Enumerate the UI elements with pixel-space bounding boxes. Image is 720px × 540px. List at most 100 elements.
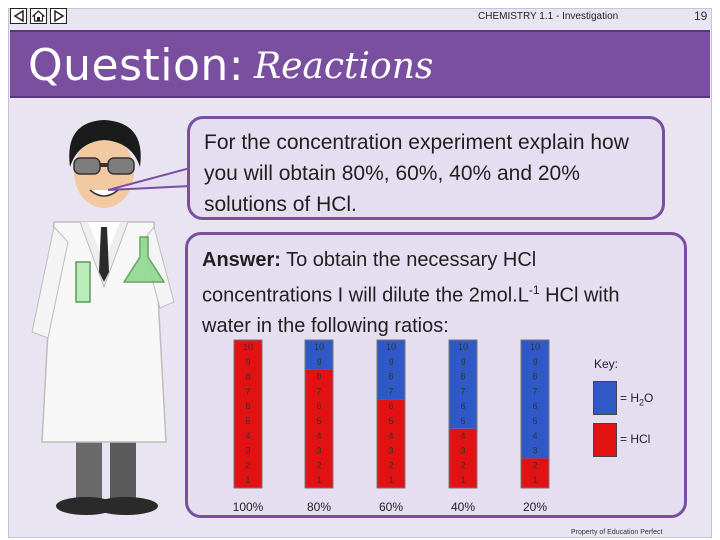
cylinder-label: 80% [307, 500, 331, 514]
cylinder-tick-label: 4 [532, 431, 537, 441]
cylinder-tick-label: 7 [388, 386, 393, 396]
cylinder-tick-label: 1 [532, 475, 537, 485]
home-button[interactable] [30, 8, 47, 24]
cylinder-tick-label: 4 [388, 431, 393, 441]
cylinder-tick-label: 1 [460, 475, 465, 485]
cylinder-tick-label: 2 [245, 460, 250, 470]
key-water-suffix: O [644, 391, 654, 405]
cylinder-tick-label: 5 [460, 416, 465, 426]
water-bar [449, 340, 477, 429]
cylinder-tick-label: 8 [388, 372, 393, 382]
cylinder-outline [376, 339, 406, 489]
answer-bubble: Answer: To obtain the necessary HCl conc… [185, 232, 687, 518]
question-bubble: For the concentration experiment explain… [187, 116, 665, 220]
cylinder-tick-label: 6 [388, 401, 393, 411]
cylinder-tick-label: 4 [316, 431, 321, 441]
cylinder-label: 40% [451, 500, 475, 514]
cylinder-tick-label: 7 [532, 386, 537, 396]
cylinder-label: 60% [379, 500, 403, 514]
cylinder-tick-label: 1 [388, 475, 393, 485]
cylinder-tick-label: 2 [460, 460, 465, 470]
answer-label: Answer: [202, 249, 281, 271]
cylinder-tick-label: 7 [460, 386, 465, 396]
cylinder-tick-label: 4 [460, 431, 465, 441]
cylinder-tick-label: 4 [245, 431, 250, 441]
key-water-swatch [593, 381, 617, 415]
cylinder-tick-label: 6 [460, 401, 465, 411]
cylinder-label: 20% [523, 500, 547, 514]
back-button[interactable] [10, 8, 27, 24]
title-banner [10, 30, 710, 98]
hcl-bar [449, 428, 477, 488]
cylinder-tick-label: 3 [532, 446, 537, 456]
water-bar [305, 340, 333, 370]
cylinder-tick-label: 5 [245, 416, 250, 426]
answer-superscript: -1 [528, 283, 540, 297]
cylinder-tick-label: 10 [458, 342, 468, 352]
cylinder-tick-label: 5 [388, 416, 393, 426]
water-bar [377, 340, 405, 400]
cylinder-tick-label: 8 [460, 372, 465, 382]
hcl-bar [377, 399, 405, 488]
key-water-sub: 2 [639, 397, 645, 408]
cylinder-tick-label: 9 [316, 357, 321, 367]
cylinder-tick-label: 8 [316, 372, 321, 382]
cylinder-tick-label: 6 [245, 401, 250, 411]
cylinder-tick-label: 3 [316, 446, 321, 456]
cylinder-outline [304, 339, 334, 489]
cylinder-tick-label: 3 [388, 446, 393, 456]
cylinder-tick-label: 1 [245, 475, 250, 485]
cylinder-tick-label: 10 [243, 342, 253, 352]
cylinder-tick-label: 5 [316, 416, 321, 426]
banner-subtitle: Reactions [254, 46, 434, 87]
hcl-bar [305, 369, 333, 488]
hcl-bar [234, 340, 262, 488]
answer-text: Answer: To obtain the necessary HCl conc… [202, 245, 670, 341]
cylinder-tick-label: 10 [530, 342, 540, 352]
scientist-illustration [31, 120, 175, 515]
cylinder-outline [233, 339, 263, 489]
back-icon [13, 10, 24, 22]
cylinder-tick-label: 8 [245, 372, 250, 382]
cylinder-tick-label: 9 [532, 357, 537, 367]
nav-bar [10, 8, 67, 24]
cylinder-tick-label: 3 [245, 446, 250, 456]
key-title: Key: [594, 357, 619, 371]
cylinder-tick-label: 2 [532, 460, 537, 470]
water-bar [521, 340, 549, 459]
answer-body: To obtain the necessary HCl concentratio… [202, 249, 537, 307]
page-number: 19 [694, 9, 708, 23]
cylinder-tick-label: 6 [532, 401, 537, 411]
cylinder-tick-label: 1 [316, 475, 321, 485]
banner-title: Question: [28, 40, 245, 91]
cylinder-label: 100% [233, 500, 264, 514]
cylinder-tick-label: 2 [388, 460, 393, 470]
cylinder-outline [520, 339, 550, 489]
cylinder-outline [448, 339, 478, 489]
key-water-label: = H2O [620, 391, 653, 407]
cylinder-tick-label: 10 [314, 342, 324, 352]
forward-icon [53, 10, 64, 22]
cylinder-tick-label: 6 [316, 401, 321, 411]
answer-body-end: HCl with water in the following ratios: [202, 284, 620, 337]
cylinder-tick-label: 5 [532, 416, 537, 426]
cylinder-tick-label: 8 [532, 372, 537, 382]
cylinder-tick-label: 9 [245, 357, 250, 367]
question-text: For the concentration experiment explain… [204, 131, 629, 216]
cylinder-tick-label: 7 [316, 386, 321, 396]
key-hcl-swatch [593, 423, 617, 457]
forward-button[interactable] [50, 8, 67, 24]
cylinder-tick-label: 10 [386, 342, 396, 352]
cylinder-tick-label: 9 [460, 357, 465, 367]
cylinder-tick-label: 3 [460, 446, 465, 456]
cylinder-tick-label: 9 [388, 357, 393, 367]
key-water-text: = H [620, 391, 640, 405]
hcl-bar [521, 458, 549, 488]
footer-text: Property of Education Perfect [571, 529, 663, 536]
cylinder-tick-label: 2 [316, 460, 321, 470]
cylinder-tick-label: 7 [245, 386, 250, 396]
course-title: CHEMISTRY 1.1 - Investigation [478, 11, 619, 22]
home-icon [32, 10, 45, 22]
key-hcl-label: = HCl [620, 432, 651, 446]
